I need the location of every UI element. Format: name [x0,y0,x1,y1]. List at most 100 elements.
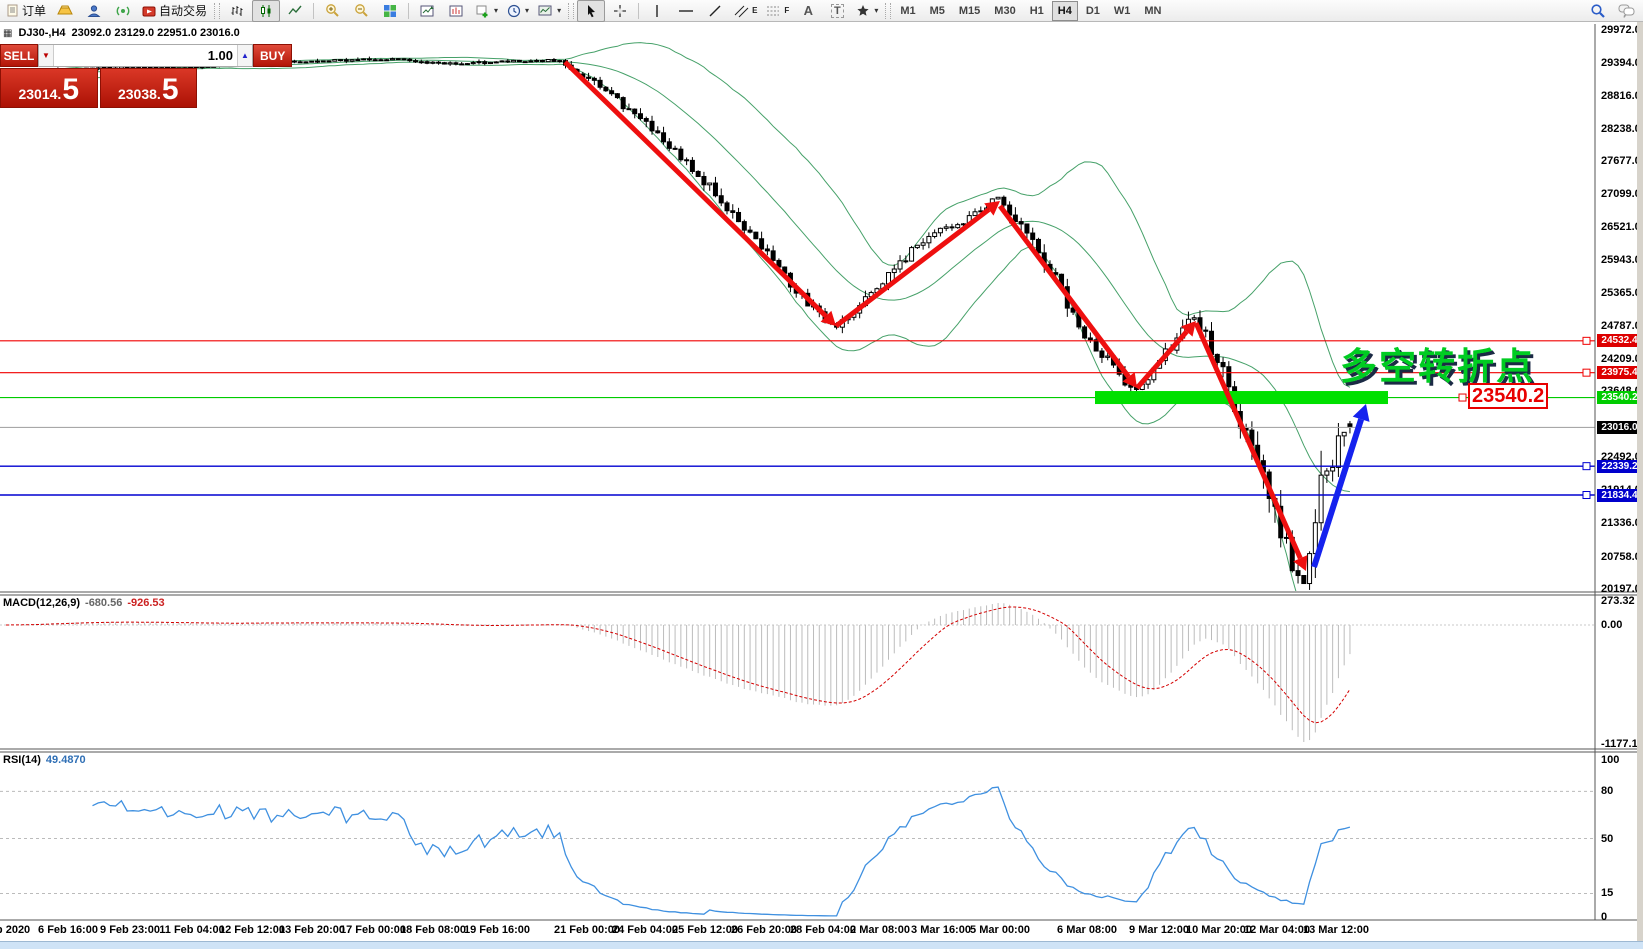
chart-area[interactable]: ▦ DJ30-,H4 23092.0 23129.0 22951.0 23016… [0,22,1643,941]
rsi-line [92,786,1351,917]
price-tag-handle[interactable] [1458,393,1467,402]
text-label-tool-icon: T [830,3,844,18]
crosshair-tool-button[interactable] [606,0,634,22]
timeframe-D1[interactable]: D1 [1085,4,1100,17]
line-chart-icon [288,5,302,14]
rsi-axis-label: 50 [1601,832,1614,845]
line-handle[interactable] [1582,491,1591,500]
add-indicator-button[interactable]: ▾ [471,0,502,22]
template-menu-caret-icon: ▾ [557,6,562,15]
new-chart-button[interactable] [413,0,441,22]
equidistant-channel-tool-button[interactable]: E [730,0,761,22]
time-axis-label: 13 Mar 12:00 [1302,924,1370,936]
zoom-out-button[interactable] [347,0,375,22]
price-badge-23540.2: 23540.2 [1597,391,1642,405]
candlestick-icon [261,4,271,17]
rsi-axis-label: 80 [1601,785,1614,798]
volume-input[interactable] [54,45,237,66]
toolbar: 订单 自动交易 [0,0,1643,22]
volume-increase-button[interactable]: ▲ [237,45,252,66]
toolbar-grip[interactable] [214,2,221,19]
time-axis-label: 3 Mar 16:00 [911,924,971,936]
timeframe-W1[interactable]: W1 [1113,4,1131,17]
volume-spinner: ▼ ▲ [38,44,253,67]
bid-price-panel[interactable]: 23014. 5 [0,68,98,108]
timeframe-H4[interactable]: H4 [1051,0,1078,21]
sell-button[interactable]: SELL [0,44,38,67]
macd-histogram [11,603,1351,742]
crosshair-icon [614,4,627,17]
toolbar-grip-3[interactable] [885,2,892,19]
price-tick-label: 20197.0 [1601,582,1641,595]
buy-button[interactable]: BUY [253,44,293,67]
price-badge-21834.4: 21834.4 [1597,488,1642,502]
shapes-tool-button[interactable]: ▾ [852,0,882,22]
vertical-line-icon [656,4,658,17]
signals-button[interactable] [109,0,137,22]
orders-label: 订单 [22,4,47,18]
period-menu-button[interactable]: ▾ [503,0,533,22]
turning-point-annotation[interactable]: 多空转折点 [1340,346,1535,387]
toolbar-grip-2[interactable] [568,2,575,19]
orders-button[interactable]: 订单 [2,0,50,22]
zoom-in-button[interactable] [318,0,346,22]
price-tick-label: 28238.0 [1601,123,1641,136]
timeframe-M5[interactable]: M5 [929,4,945,17]
candlestick-mode-button[interactable] [252,0,281,22]
autotrading-button[interactable]: 自动交易 [138,0,211,22]
horizontal-line-icon [679,9,694,12]
channel-letter: E [752,6,758,15]
chart-canvas[interactable] [0,22,1643,941]
chart-ohlc-values: 23092.0 23129.0 22951.0 23016.0 [71,27,240,39]
search-button[interactable] [1584,0,1612,22]
fibonacci-letter: F [784,6,790,15]
timeframe-bar: M1 M5 M15 M30 H1 H4 D1 W1 MN [894,0,1167,21]
price-tick-label: 27677.0 [1601,155,1641,168]
fibonacci-tool-button[interactable]: F [762,0,793,22]
price-tick-label: 27099.0 [1601,188,1641,201]
vertical-line-tool-button[interactable] [643,0,671,22]
rsi-axis-label: 0 [1601,911,1608,923]
timeframe-M15[interactable]: M15 [958,4,981,17]
line-chart-mode-button[interactable] [281,0,309,22]
trendline-tool-button[interactable] [701,0,729,22]
time-axis-label: 10 Mar 20:00 [1185,924,1253,936]
time-axis[interactable] [0,920,1595,942]
timeframe-M1[interactable]: M1 [900,4,916,17]
time-axis-label: 9 Feb 23:00 [100,924,160,936]
green-zone-bar[interactable] [1095,391,1388,405]
timeframe-H1[interactable]: H1 [1029,4,1044,17]
template-menu-button[interactable]: ▾ [534,0,565,22]
ask-price-panel[interactable]: 23038. 5 [99,68,197,108]
tile-windows-button[interactable] [376,0,404,22]
price-tag-23540[interactable]: 23540.2 [1468,383,1549,409]
rsi-value: 49.4870 [45,754,86,766]
bar-chart-mode-button[interactable] [223,0,251,22]
line-handle[interactable] [1582,368,1591,377]
horizontal-lines[interactable] [0,340,1595,496]
chart-window-icon [420,5,435,16]
macd-name: MACD(12,26,9) [3,597,81,609]
timeframe-M30[interactable]: M30 [994,4,1016,17]
add-indicator-caret-icon: ▾ [494,6,499,15]
time-axis-label: 18 Feb 08:00 [399,924,467,936]
timeframe-MN[interactable]: MN [1144,4,1162,17]
horizontal-line-tool-button[interactable] [672,0,700,22]
volume-decrease-button[interactable]: ▼ [39,45,54,66]
trend-arrows[interactable] [563,60,1370,571]
text-label-tool-button[interactable]: T [823,0,851,22]
accounts-button[interactable] [80,0,108,22]
line-handle[interactable] [1582,336,1591,345]
time-axis-label: 12 Feb 12:00 [218,924,286,936]
macd-signal-value: -926.53 [127,597,165,609]
template-icon [538,5,552,15]
text-tool-button[interactable]: A [794,0,822,22]
shapes-icon [857,4,869,16]
profiles-button[interactable] [442,0,470,22]
line-handle[interactable] [1582,462,1591,471]
cursor-tool-button[interactable] [577,0,606,22]
price-axis[interactable] [1595,22,1643,920]
chat-button[interactable] [1613,0,1641,22]
gold-tool-button[interactable] [51,0,79,22]
